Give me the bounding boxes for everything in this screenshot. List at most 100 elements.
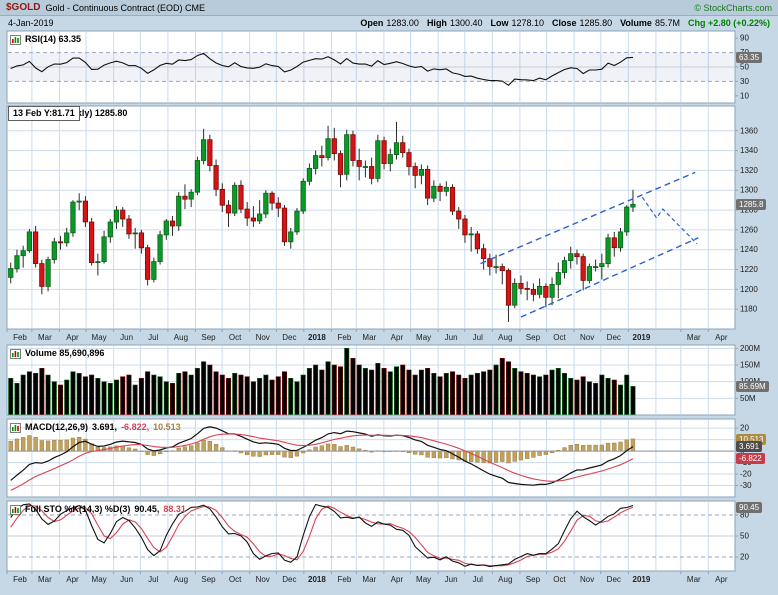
volume-bar bbox=[8, 377, 14, 415]
candle bbox=[599, 263, 605, 268]
sto-label: Full STO %K(14,3) %D(3) 90.45, 88.31 bbox=[10, 504, 186, 515]
quote-volume: Volume 85.7M bbox=[620, 17, 680, 28]
quote-open: Open 1283.00 bbox=[360, 17, 419, 28]
volume-bar bbox=[157, 376, 163, 415]
volume-bar bbox=[76, 372, 82, 415]
volume-bar bbox=[462, 377, 468, 415]
x-axis-label: Mar bbox=[362, 333, 376, 342]
volume-bar bbox=[95, 377, 101, 415]
macd-hist-bar bbox=[294, 450, 300, 457]
candle bbox=[313, 155, 319, 169]
indicator-icon bbox=[10, 504, 21, 515]
x-axis-label: Apr bbox=[391, 575, 404, 584]
x-axis-label: Apr bbox=[391, 333, 404, 342]
x-axis-label: Mar bbox=[38, 575, 52, 584]
axis-tick-label: 50 bbox=[740, 532, 749, 541]
x-axis-label: Apr bbox=[715, 575, 728, 584]
quote-change: Chg +2.80 (+0.22%) bbox=[687, 17, 770, 28]
indicator-icon bbox=[10, 422, 21, 433]
candle bbox=[617, 231, 624, 249]
x-axis-label: Apr bbox=[66, 333, 79, 342]
macd-signal-badge: -6.822 bbox=[736, 453, 765, 465]
candle bbox=[207, 139, 213, 166]
macd-hist-bar bbox=[618, 441, 623, 452]
x-axis-label: Dec bbox=[282, 575, 296, 584]
x-axis-label: Sep bbox=[526, 333, 541, 342]
candle bbox=[145, 247, 151, 280]
candle bbox=[537, 285, 543, 295]
volume-value-badge: 85.69M bbox=[736, 380, 769, 392]
macd-signal-value: -6.822, bbox=[121, 422, 150, 432]
volume-bar bbox=[213, 371, 219, 415]
volume-bar bbox=[543, 374, 549, 415]
volume-bar bbox=[443, 372, 449, 415]
channel-upper-line bbox=[480, 171, 696, 265]
volume-bar bbox=[300, 374, 306, 415]
volume-bar bbox=[14, 382, 20, 415]
candle bbox=[294, 210, 300, 233]
indicator-icon bbox=[10, 34, 21, 45]
volume-bar bbox=[630, 386, 636, 415]
candle bbox=[288, 231, 294, 243]
volume-bar bbox=[605, 377, 611, 415]
candle bbox=[238, 184, 244, 210]
volume-bar bbox=[163, 381, 169, 415]
macd-hist-bar bbox=[27, 435, 32, 452]
candle bbox=[574, 253, 580, 258]
volume-bar bbox=[45, 374, 51, 415]
volume-bar bbox=[568, 377, 574, 415]
volume-bar bbox=[33, 372, 39, 415]
macd-hist-bar bbox=[332, 444, 337, 452]
x-axis-label: Nov bbox=[256, 333, 270, 342]
candle bbox=[225, 204, 232, 214]
x-axis-label: Oct bbox=[229, 575, 242, 584]
candle bbox=[549, 283, 555, 298]
macd-hist-badge: 10.513 bbox=[736, 433, 767, 445]
volume-bar bbox=[586, 381, 592, 415]
candle bbox=[580, 256, 586, 281]
candle bbox=[101, 236, 107, 263]
x-axis-label: Aug bbox=[174, 333, 188, 342]
candle bbox=[449, 186, 456, 212]
candle bbox=[176, 195, 182, 227]
sto-plot bbox=[10, 503, 634, 568]
volume-bar bbox=[89, 374, 95, 415]
candle bbox=[493, 266, 499, 269]
candle bbox=[57, 241, 64, 244]
x-axis-label: Oct bbox=[553, 333, 566, 342]
x-axis-label: May bbox=[416, 575, 431, 584]
x-axis-label: 2018 bbox=[308, 333, 326, 342]
axis-tick-label: 1200 bbox=[740, 285, 758, 294]
last-price-badge: 1285.8 bbox=[736, 198, 767, 210]
candle bbox=[505, 270, 512, 306]
candle bbox=[468, 233, 474, 236]
sto-k-value: 90.45, bbox=[134, 504, 160, 514]
volume-bar bbox=[250, 381, 256, 415]
volume-bar bbox=[481, 371, 487, 415]
volume-bar bbox=[319, 369, 325, 415]
volume-bar bbox=[151, 374, 157, 415]
candle bbox=[337, 153, 344, 175]
axis-tick-label: 1300 bbox=[740, 186, 758, 195]
macd-hist-bar bbox=[506, 450, 511, 464]
candle bbox=[630, 203, 636, 208]
x-axis-label: Jun bbox=[445, 575, 458, 584]
candle bbox=[518, 282, 524, 289]
macd-hist-bar bbox=[543, 450, 548, 455]
candle bbox=[64, 232, 70, 244]
volume-bar bbox=[524, 372, 530, 415]
volume-bar bbox=[344, 347, 350, 415]
macd-hist-bar bbox=[195, 442, 200, 452]
axis-tick-label: 1280 bbox=[740, 206, 758, 215]
volume-bar bbox=[611, 379, 617, 415]
macd-hist-bar bbox=[276, 450, 281, 455]
rsi-line bbox=[10, 52, 634, 87]
volume-bar bbox=[425, 367, 431, 415]
volume-bar bbox=[555, 367, 561, 415]
crosshair-tooltip: 13 Feb Y:81.71 bbox=[8, 106, 80, 121]
candle bbox=[33, 231, 39, 264]
x-axis-label: Feb bbox=[13, 575, 27, 584]
volume-bar bbox=[400, 364, 406, 415]
candle bbox=[194, 160, 200, 193]
